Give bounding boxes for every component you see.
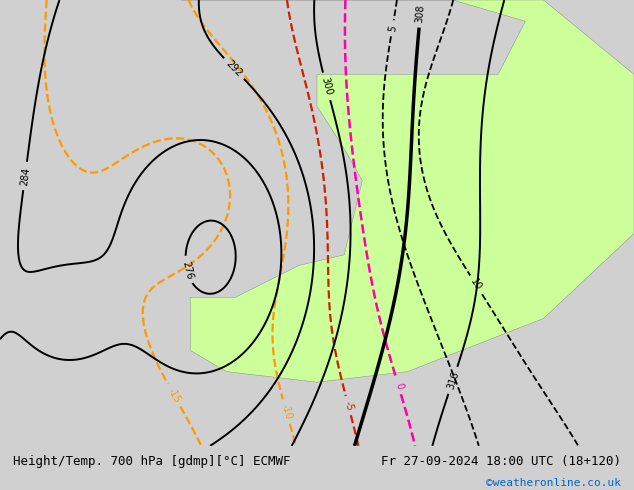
Text: 284: 284 <box>19 166 31 186</box>
Text: 0: 0 <box>393 382 404 391</box>
Text: Height/Temp. 700 hPa [gdmp][°C] ECMWF: Height/Temp. 700 hPa [gdmp][°C] ECMWF <box>13 455 290 468</box>
Text: Fr 27-09-2024 18:00 UTC (18+120): Fr 27-09-2024 18:00 UTC (18+120) <box>381 455 621 468</box>
Text: 316: 316 <box>445 370 460 391</box>
Text: 292: 292 <box>224 58 244 79</box>
Text: 276: 276 <box>180 260 194 280</box>
Text: 5: 5 <box>387 24 398 32</box>
Text: 308: 308 <box>415 4 426 23</box>
Text: ©weatheronline.co.uk: ©weatheronline.co.uk <box>486 478 621 489</box>
Text: 10: 10 <box>469 277 484 293</box>
Text: -10: -10 <box>280 403 294 420</box>
Text: -15: -15 <box>165 386 182 405</box>
Text: 300: 300 <box>320 76 333 97</box>
Polygon shape <box>181 0 634 382</box>
Text: -5: -5 <box>342 400 354 412</box>
